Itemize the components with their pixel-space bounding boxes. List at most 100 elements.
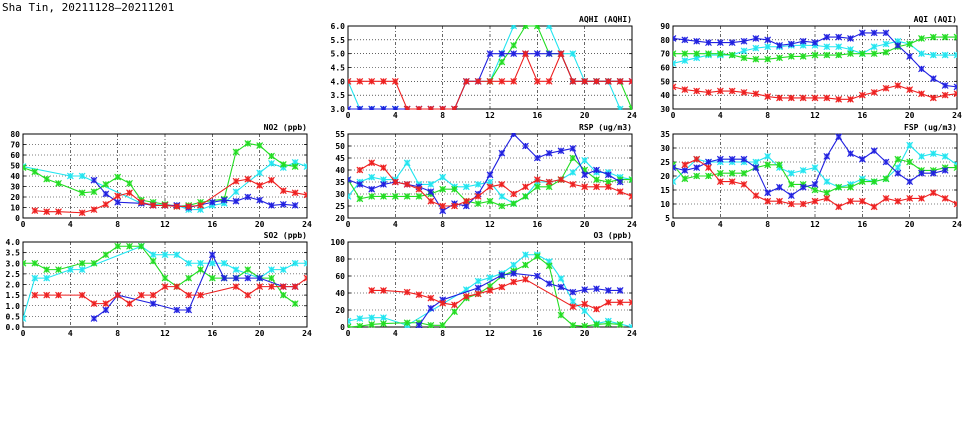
data-point: [510, 25, 518, 30]
data-point: [439, 185, 447, 193]
y-tick-label: 70: [660, 50, 670, 59]
data-point: [232, 197, 240, 205]
data-point: [628, 77, 632, 85]
data-point: [90, 300, 98, 308]
data-point: [616, 287, 624, 294]
data-point: [356, 322, 364, 328]
data-point: [533, 183, 541, 191]
data-point: [137, 198, 145, 206]
data-point: [90, 315, 98, 322]
data-point: [533, 50, 541, 58]
data-point: [291, 300, 299, 308]
data-point: [764, 55, 772, 63]
y-tick-label: 30: [660, 144, 670, 153]
data-point: [787, 200, 795, 208]
data-point: [941, 153, 949, 160]
x-tick-label: 4: [68, 220, 73, 229]
data-point: [929, 189, 937, 197]
data-point: [197, 291, 204, 299]
data-point: [906, 195, 914, 202]
data-point: [268, 266, 275, 274]
data-point: [870, 203, 878, 211]
data-point: [486, 50, 494, 58]
data-point: [415, 193, 423, 200]
data-point: [403, 319, 411, 327]
data-point: [220, 196, 228, 204]
y-tick-label: 3.5: [6, 249, 21, 258]
y-tick-label: 35: [660, 130, 670, 139]
data-point: [474, 284, 482, 292]
data-point: [752, 55, 760, 63]
series-blue: [673, 29, 957, 91]
data-point: [256, 142, 264, 149]
data-point: [929, 33, 937, 41]
y-tick-label: 6.0: [331, 22, 346, 31]
data-point: [126, 300, 133, 308]
y-tick-label: 90: [660, 22, 670, 31]
data-point: [498, 58, 506, 66]
data-point: [78, 189, 86, 197]
data-point: [268, 152, 275, 160]
data-point: [279, 266, 287, 274]
data-point: [303, 191, 307, 199]
data-point: [882, 29, 890, 37]
data-point: [137, 291, 145, 299]
data-point: [380, 105, 387, 110]
data-point: [906, 158, 914, 166]
data-point: [545, 178, 553, 186]
data-point: [569, 181, 577, 188]
data-point: [906, 40, 914, 48]
y-tick-label: 25: [335, 202, 345, 211]
data-point: [451, 105, 458, 110]
data-point: [232, 177, 240, 185]
data-point: [498, 77, 506, 85]
data-point: [31, 259, 39, 267]
x-tick-label: 24: [627, 329, 637, 338]
y-tick-label: 2.5: [6, 270, 21, 279]
data-point: [776, 161, 783, 169]
y-tick-label: 15: [660, 186, 670, 195]
data-point: [90, 188, 98, 196]
data-point: [604, 183, 612, 191]
data-point: [474, 277, 482, 285]
data-point: [439, 299, 447, 307]
data-point: [348, 105, 352, 110]
chart-o3: O3 (ppb) 0 20 40 60 80 100 0 4 8 12 16 20 24: [331, 231, 637, 338]
data-point: [268, 274, 275, 282]
data-point: [705, 164, 712, 171]
data-point: [498, 149, 506, 157]
data-point: [616, 105, 624, 110]
data-point: [208, 274, 216, 282]
data-point: [368, 105, 376, 110]
data-point: [557, 176, 565, 183]
data-point: [593, 285, 600, 293]
data-point: [256, 274, 264, 282]
data-point: [498, 283, 506, 291]
data-point: [498, 202, 506, 210]
chart-fsp: FSP (ug/m3) 5 10 15 20 25 30 35 0 4 8 12 16 20 24: [660, 123, 962, 229]
chart-title: RSP (ug/m3): [579, 123, 632, 132]
y-tick-label: 50: [335, 142, 345, 151]
data-point: [705, 158, 712, 166]
x-tick-label: 0: [671, 111, 676, 120]
data-point: [197, 259, 204, 267]
data-point: [799, 94, 807, 102]
data-point: [391, 193, 399, 200]
data-point: [279, 291, 287, 299]
series-blue: [415, 270, 624, 328]
data-point: [356, 166, 364, 174]
data-point: [43, 175, 51, 183]
data-point: [953, 83, 957, 91]
data-point: [391, 105, 399, 110]
data-point: [185, 274, 193, 282]
data-point: [102, 200, 110, 208]
data-point: [510, 278, 518, 286]
data-point: [356, 315, 364, 322]
data-point: [232, 274, 240, 282]
data-point: [510, 133, 518, 138]
data-point: [858, 29, 866, 37]
data-point: [681, 50, 689, 58]
y-tick-label: 10: [660, 200, 670, 209]
data-point: [941, 167, 949, 174]
data-point: [173, 251, 181, 259]
